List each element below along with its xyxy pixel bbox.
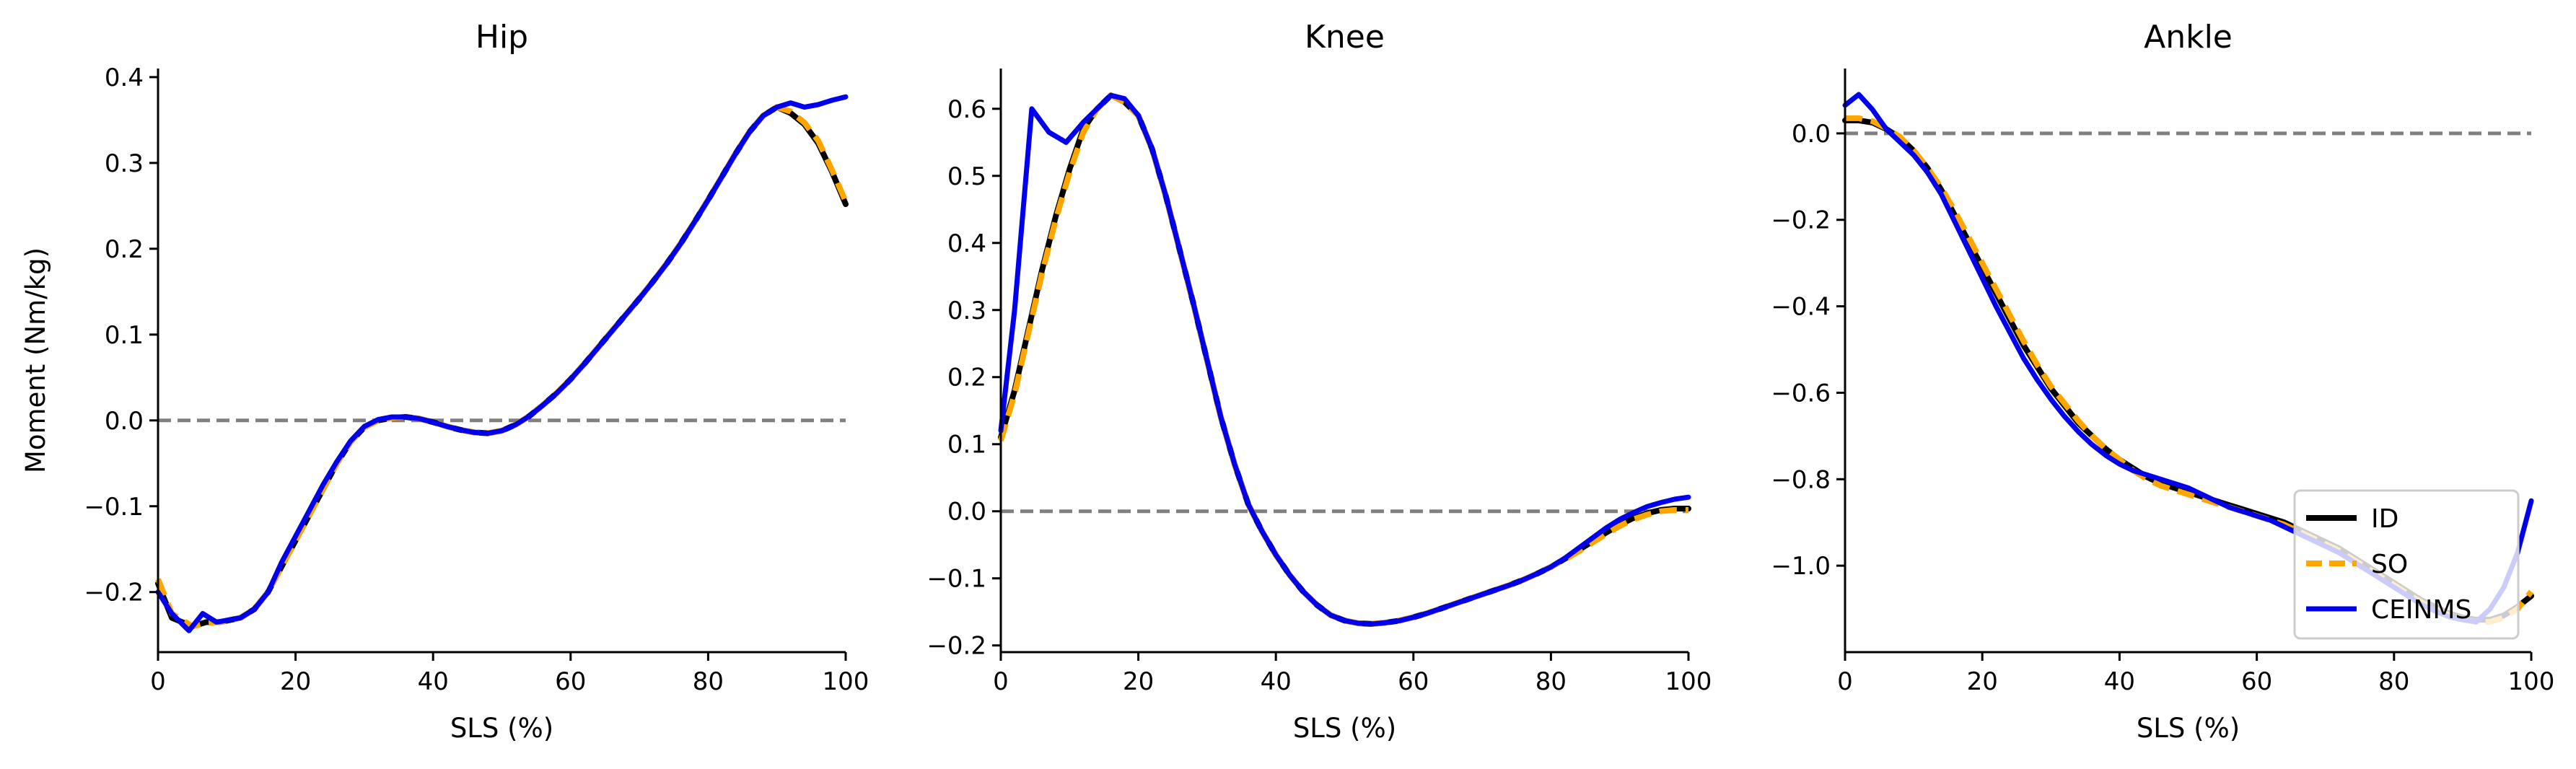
y-tick-label: −0.2	[926, 632, 986, 661]
y-tick-label: 0.6	[947, 95, 986, 124]
y-tick-label: 0.4	[947, 229, 986, 258]
y-axis-label: Moment (Nm/kg)	[20, 247, 51, 473]
x-tick-label: 80	[1535, 667, 1567, 696]
y-tick-label: −0.2	[1771, 206, 1831, 235]
y-tick-label: 0.2	[947, 364, 986, 392]
series-line-so	[155, 104, 849, 630]
x-tick-label: 40	[2104, 667, 2135, 696]
y-tick-label: −0.8	[1771, 465, 1831, 494]
panel-hip: 0 20 40 60 80 100 −0.2 −0.1 0.0 0.1 0.2 0.3 0.4 Hip SL…	[20, 19, 869, 744]
legend-label-ceinms: CEINMS	[2371, 595, 2471, 625]
x-axis-label: SLS (%)	[2137, 713, 2240, 744]
series-line-id	[155, 104, 849, 630]
x-tick-label: 0	[150, 667, 166, 696]
x-tick-label: 20	[280, 667, 311, 696]
x-tick-label: 0	[1837, 667, 1853, 696]
y-tick-label: 0.0	[947, 498, 986, 527]
y-tick-label: −0.4	[1771, 293, 1831, 322]
legend-label-id: ID	[2371, 504, 2398, 534]
x-axis-label: SLS (%)	[450, 713, 553, 744]
y-tick-label: 0.1	[947, 431, 986, 460]
x-tick-label: 60	[2241, 667, 2272, 696]
panel-knee: 0 20 40 60 80 100 −0.2 −0.1 0.0 0.1 0.2 0.3 0.4 0.5 0.…	[926, 19, 1712, 744]
y-tick-label: −0.2	[84, 579, 144, 607]
x-tick-label: 40	[1261, 667, 1292, 696]
series-line-ceinms	[998, 92, 1691, 627]
x-tick-label: 0	[993, 667, 1009, 696]
x-tick-label: 60	[555, 667, 586, 696]
y-tick-label: −1.0	[1771, 552, 1831, 581]
y-tick-label: 0.5	[947, 162, 986, 191]
legend-box	[2293, 489, 2520, 640]
legend-label-so: SO	[2371, 550, 2408, 579]
x-tick-label: 100	[1665, 667, 1712, 696]
y-tick-label: 0.2	[105, 235, 144, 264]
panel-title: Hip	[476, 19, 528, 56]
x-axis-label: SLS (%)	[1293, 713, 1396, 744]
x-tick-label: 60	[1398, 667, 1429, 696]
x-tick-label: 40	[418, 667, 449, 696]
x-tick-label: 100	[823, 667, 869, 696]
panel-title: Ankle	[2144, 19, 2233, 56]
y-tick-label: −0.6	[1771, 379, 1831, 408]
y-tick-label: 0.3	[947, 296, 986, 325]
x-tick-label: 20	[1967, 667, 1998, 696]
x-tick-label: 100	[2508, 667, 2555, 696]
x-tick-label: 80	[2378, 667, 2409, 696]
legend: ID SO CEINMS	[2293, 489, 2520, 640]
y-tick-label: −0.1	[926, 565, 986, 594]
y-tick-label: 0.0	[1792, 120, 1831, 149]
panel-ankle: 0 20 40 60 80 100 −1.0 −0.8 −0.6 −0.4 −0.2 0.0 Ankle…	[1771, 19, 2554, 744]
x-tick-label: 20	[1123, 667, 1154, 696]
x-tick-label: 80	[693, 667, 724, 696]
panel-title: Knee	[1305, 19, 1385, 56]
series-line-ceinms	[155, 94, 849, 633]
y-tick-label: 0.4	[105, 63, 144, 92]
y-tick-label: −0.1	[84, 493, 144, 522]
y-tick-label: 0.0	[105, 407, 144, 436]
y-tick-label: 0.3	[105, 149, 144, 178]
y-tick-label: 0.1	[105, 321, 144, 350]
